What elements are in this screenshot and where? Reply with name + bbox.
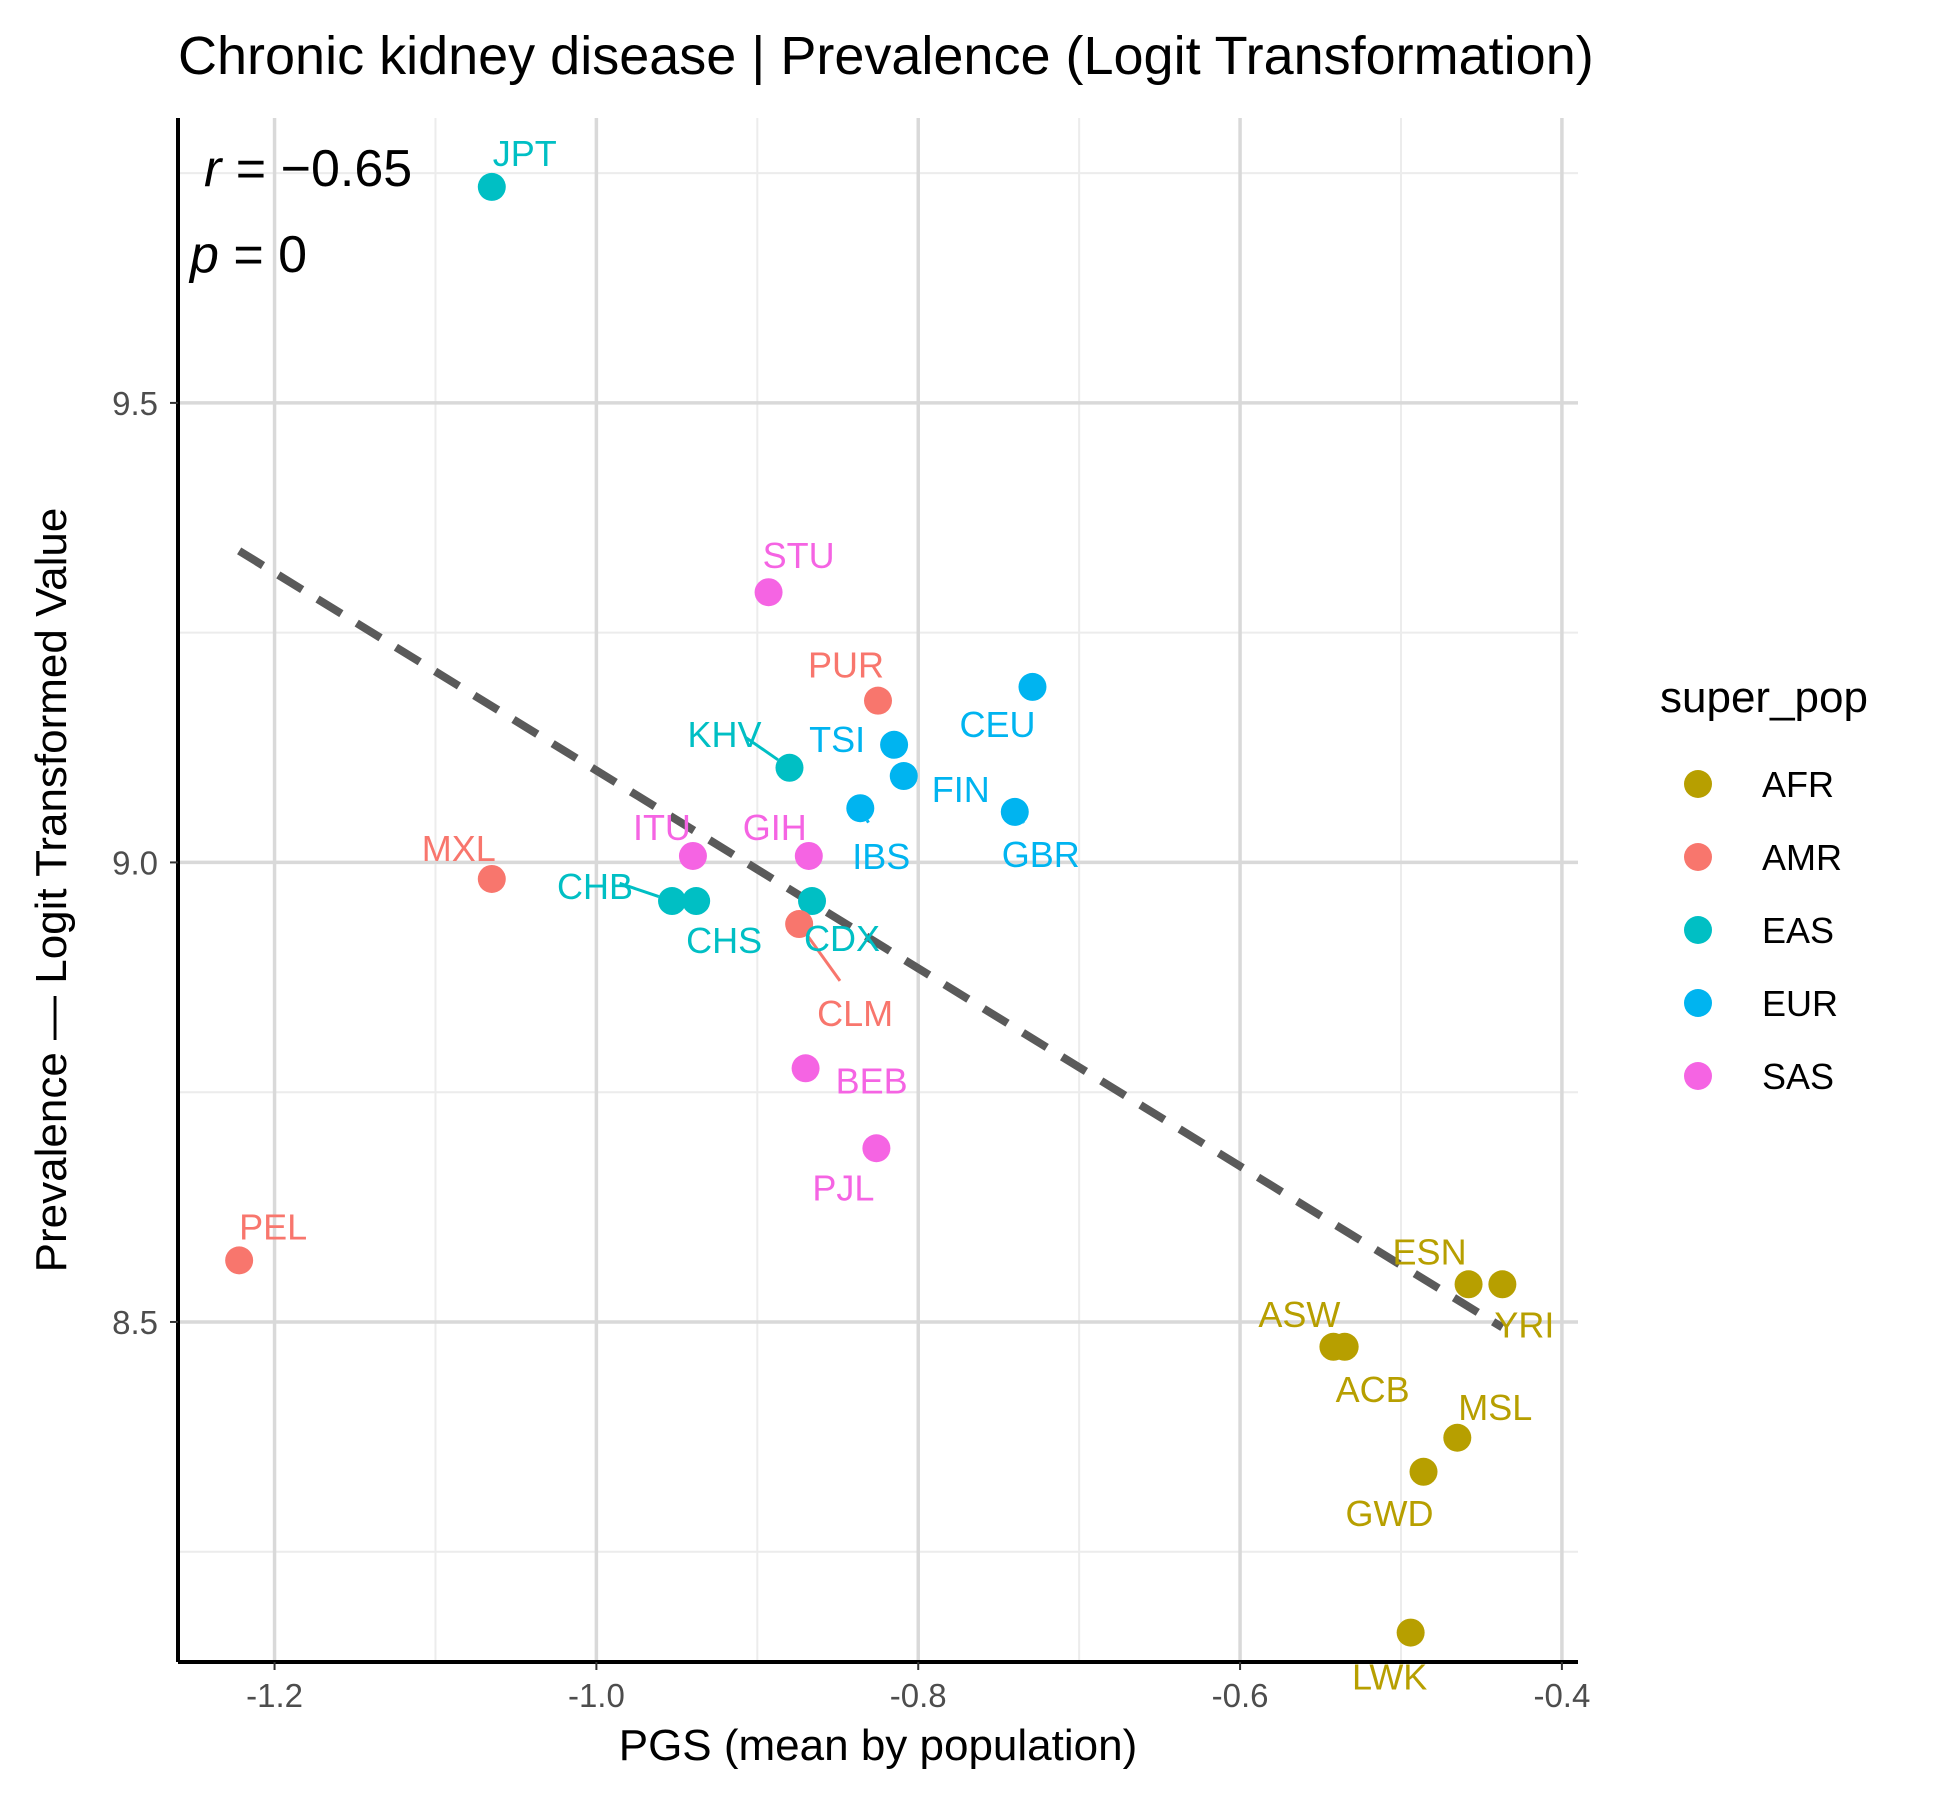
point-label-lwk: LWK: [1352, 1657, 1427, 1698]
point-label-khv: KHV: [687, 714, 761, 755]
point-label-stu: STU: [763, 535, 835, 576]
point-label-clm: CLM: [817, 993, 893, 1034]
legend-label-amr: AMR: [1762, 837, 1842, 878]
point-label-gih: GIH: [743, 807, 807, 848]
point-label-chb: CHB: [557, 866, 633, 907]
r-value: = −0.65: [221, 140, 412, 198]
y-tick-label: 9.0: [112, 844, 158, 881]
minor-gridlines: [178, 118, 1578, 1662]
label-connector: [619, 881, 660, 898]
x-tick-label: -0.4: [1533, 1677, 1590, 1714]
legend-label-afr: AFR: [1762, 764, 1834, 805]
x-tick-label: -0.6: [1212, 1677, 1269, 1714]
correlation-r: r = −0.65: [204, 140, 412, 198]
r-symbol: r: [204, 140, 224, 198]
legend-label-eur: EUR: [1762, 983, 1838, 1024]
x-tick-label: -0.8: [890, 1677, 947, 1714]
point-label-itu: ITU: [633, 807, 691, 848]
point-label-mxl: MXL: [422, 828, 496, 869]
legend-key-eur: [1684, 989, 1712, 1017]
y-axis-ticks: 8.5 9.0 9.5: [112, 385, 178, 1341]
point-label-acb: ACB: [1336, 1369, 1410, 1410]
point-fin: [889, 762, 918, 791]
point-yri: [1488, 1270, 1517, 1299]
point-gwd: [1409, 1457, 1438, 1486]
point-clm: [785, 910, 814, 939]
point-pur: [864, 686, 892, 715]
label-connectors: [619, 736, 1026, 982]
point-ibs: [846, 794, 875, 823]
point-label-ceu: CEU: [959, 704, 1035, 745]
point-label-fin: FIN: [932, 769, 990, 810]
label-connector: [806, 934, 842, 982]
point-itu: [678, 841, 707, 870]
point-stu: [754, 578, 783, 607]
p-value: = 0: [219, 226, 307, 284]
point-label-gwd: GWD: [1346, 1493, 1434, 1534]
point-acb: [1330, 1332, 1359, 1361]
point-label-pel: PEL: [239, 1206, 307, 1247]
point-esn: [1454, 1270, 1483, 1299]
legend-label-eas: EAS: [1762, 910, 1834, 951]
point-label-yri: YRI: [1494, 1304, 1554, 1345]
x-tick-label: -1.0: [568, 1677, 625, 1714]
point-chb: [658, 887, 687, 916]
p-symbol: p: [188, 226, 219, 284]
point-msl: [1443, 1423, 1472, 1452]
y-tick-label: 8.5: [112, 1304, 158, 1341]
legend-label-sas: SAS: [1762, 1056, 1834, 1097]
point-tsi: [880, 730, 909, 759]
point-gih: [794, 841, 823, 870]
y-tick-label: 9.5: [112, 385, 158, 422]
label-connector: [745, 736, 779, 762]
p-value-annotation: p = 0: [188, 226, 307, 284]
point-label-pjl: PJL: [812, 1167, 874, 1208]
point-label-tsi: TSI: [809, 719, 865, 760]
legend-key-eas: [1684, 916, 1712, 944]
x-axis-title: PGS (mean by population): [619, 1721, 1138, 1770]
point-label-ibs: IBS: [852, 836, 910, 877]
point-label-msl: MSL: [1458, 1387, 1532, 1428]
point-label-pur: PUR: [808, 645, 884, 686]
point-labels: JPT STU PUR CEU KHV TSI FIN IBS GBR ITU GIH MXL CHB C…: [239, 133, 1554, 1698]
point-cdx: [798, 887, 827, 916]
point-mxl: [477, 864, 506, 893]
legend-key-amr: [1684, 843, 1712, 871]
point-pel: [225, 1246, 254, 1275]
point-gbr: [1000, 797, 1029, 826]
point-label-esn: ESN: [1393, 1231, 1467, 1272]
point-lwk: [1396, 1618, 1425, 1647]
regression-line: [237, 547, 1505, 1331]
point-label-chs: CHS: [686, 920, 762, 961]
major-gridlines: [178, 118, 1578, 1662]
legend: AFR AMR EAS EUR SAS: [1684, 764, 1842, 1097]
point-label-asw: ASW: [1258, 1294, 1340, 1335]
point-label-cdx: CDX: [804, 918, 880, 959]
point-jpt: [477, 172, 506, 201]
x-tick-label: -1.2: [246, 1677, 303, 1714]
point-label-gbr: GBR: [1002, 834, 1080, 875]
y-axis-title: Prevalence — Logit Transformed Value: [27, 508, 76, 1273]
data-points: [225, 172, 1517, 1647]
point-khv: [775, 753, 804, 782]
point-beb: [791, 1054, 820, 1083]
point-label-jpt: JPT: [493, 133, 557, 174]
chart-title: Chronic kidney disease | Prevalence (Log…: [178, 26, 1594, 86]
x-axis-ticks: -1.2 -1.0 -0.8 -0.6 -0.4: [246, 1662, 1590, 1714]
point-ceu: [1018, 672, 1047, 701]
point-pjl: [862, 1134, 891, 1163]
point-label-beb: BEB: [836, 1060, 908, 1101]
legend-title: super_pop: [1660, 673, 1868, 722]
legend-key-sas: [1684, 1062, 1712, 1090]
label-connector: [865, 819, 870, 824]
legend-key-afr: [1684, 770, 1712, 798]
point-chs: [682, 887, 711, 916]
